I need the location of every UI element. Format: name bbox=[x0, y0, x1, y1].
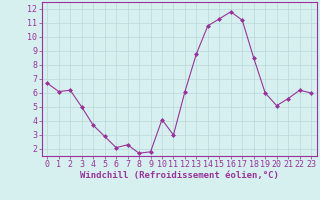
X-axis label: Windchill (Refroidissement éolien,°C): Windchill (Refroidissement éolien,°C) bbox=[80, 171, 279, 180]
